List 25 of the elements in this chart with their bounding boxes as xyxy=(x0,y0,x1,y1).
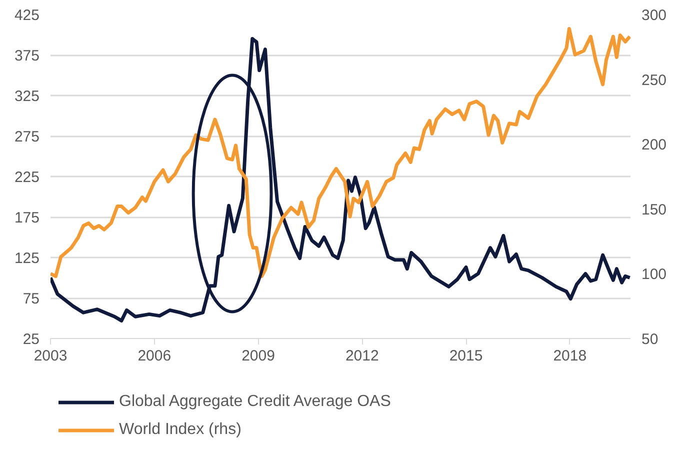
y-tick-label: 325 xyxy=(14,88,40,105)
y2-tick-label: 200 xyxy=(642,136,667,154)
line-series xyxy=(50,37,630,322)
y2-tick-label: 50 xyxy=(642,331,658,348)
y2-tick-label: 150 xyxy=(642,201,667,218)
x-tick-label: 2012 xyxy=(345,348,379,364)
y-tick-label: 275 xyxy=(14,128,40,146)
legend-label: World Index (rhs) xyxy=(119,421,242,439)
line-series xyxy=(50,27,630,278)
y2-tick-label: 250 xyxy=(642,72,667,89)
x-tick-label: 2009 xyxy=(242,348,275,364)
x-tick-label: 2015 xyxy=(449,348,483,364)
y2-tick-label: 100 xyxy=(642,266,667,284)
y-tick-label: 375 xyxy=(14,48,40,64)
x-tick-label: 2018 xyxy=(553,348,587,364)
y-tick-label: 125 xyxy=(14,250,40,267)
y-tick-label: 25 xyxy=(22,331,40,348)
y-tick-label: 175 xyxy=(14,210,40,226)
y-tick-label: 75 xyxy=(22,290,40,308)
x-tick-label: 2006 xyxy=(138,348,172,364)
legend-label: Global Aggregate Credit Average OAS xyxy=(119,393,391,411)
y-tick-label: 425 xyxy=(14,7,40,24)
x-tick-label: 2003 xyxy=(34,348,68,364)
y-tick-label: 225 xyxy=(14,169,40,186)
y2-tick-label: 300 xyxy=(642,7,667,24)
